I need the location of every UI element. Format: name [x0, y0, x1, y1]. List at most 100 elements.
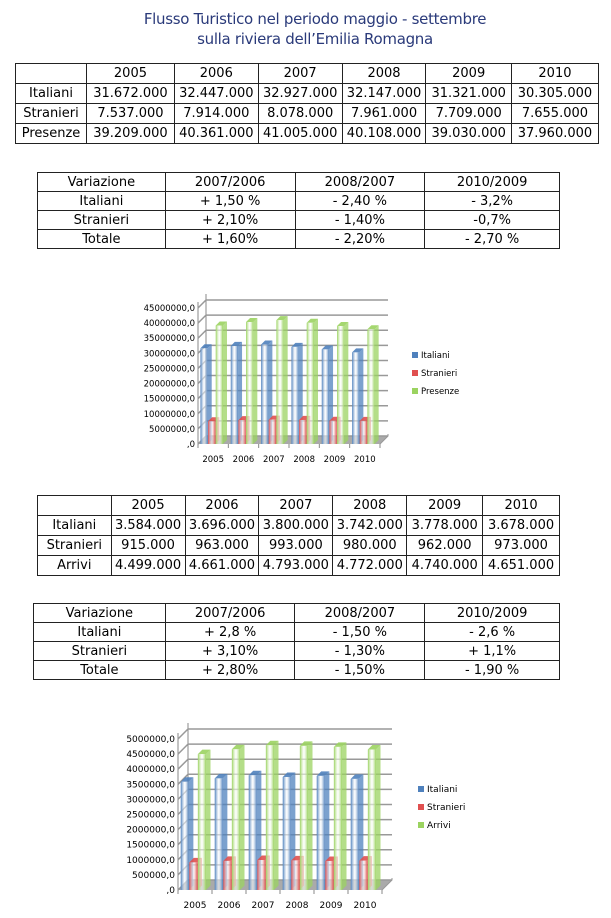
table-cell: + 1,50 %	[164, 191, 296, 211]
legend-swatch-italiani	[412, 352, 418, 358]
x-tick-label: 2005	[202, 455, 224, 465]
y-tick-label: 5000000,0	[126, 735, 175, 745]
y-tick-label: 15000000,0	[144, 395, 195, 405]
column-header: 2007	[257, 63, 343, 84]
row-label: Stranieri	[33, 641, 166, 661]
legend-swatch-stranieri	[412, 370, 418, 376]
table-cell: 4.651.000	[482, 555, 560, 576]
table-cell: - 1,40%	[294, 210, 426, 230]
legend-label: Arrivi	[427, 821, 451, 831]
legend-label: Stranieri	[421, 369, 457, 379]
table-cell: 40.361.000	[173, 123, 259, 144]
y-tick-label: 20000000,0	[144, 380, 195, 390]
column-header: 2009	[425, 63, 512, 84]
table-row: Totale + 2,80% - 1,50% - 1,90 %	[33, 660, 560, 680]
bar-top	[180, 777, 194, 782]
row-label: Stranieri	[14, 103, 88, 124]
table-cell: 8.078.000	[257, 103, 343, 124]
column-header: 2010/2009	[424, 172, 560, 192]
gridline	[177, 728, 392, 740]
legend-label: Italiani	[427, 785, 457, 795]
x-tick-label: 2005	[184, 901, 207, 910]
bar-italiani-2005	[180, 781, 189, 890]
table-cell: - 1,50 %	[294, 622, 426, 642]
y-tick-label: 2500000,0	[126, 811, 175, 821]
bar-top	[230, 341, 243, 346]
table-cell: 962.000	[406, 535, 484, 556]
table-cell: 3.584.000	[110, 515, 186, 536]
column-header: 2008/2007	[294, 172, 426, 192]
legend-swatch-stranieri	[418, 804, 424, 810]
presenze-table: 2005 2006 2007 2008 2009 2010 Italiani 31.672.0…	[14, 63, 600, 144]
y-tick-label: 500000,0	[132, 871, 175, 881]
bar-top	[261, 340, 273, 345]
y-tick-label: ,0	[166, 886, 175, 896]
header-row: 2005 2006 2007 2008 2009 2010	[14, 63, 600, 84]
bar-side	[308, 741, 313, 890]
column-header: 2009	[406, 495, 484, 516]
table-row: Stranieri + 2,10% - 1,40% -0,7%	[37, 210, 560, 230]
bar-top	[367, 325, 379, 330]
table-cell: 4.793.000	[258, 555, 334, 576]
table-cell: 31.321.000	[425, 83, 512, 104]
table-cell: + 2,10%	[164, 210, 296, 230]
gridline	[197, 299, 388, 309]
bar-side	[344, 322, 349, 444]
table-row: Italiani + 1,50 % - 2,40 % - 3,2%	[37, 191, 560, 211]
table-cell: 3.800.000	[258, 515, 334, 536]
y-tick-label: 4500000,0	[126, 750, 175, 760]
bar-top	[276, 316, 288, 321]
y-tick-label: 35000000,0	[144, 334, 195, 344]
bar-stranieri-2010	[359, 860, 368, 890]
table-cell: 4.772.000	[332, 555, 408, 576]
y-tick-label: ,0	[187, 440, 195, 450]
column-header: 2007	[258, 495, 334, 516]
legend-label: Italiani	[421, 351, 450, 361]
column-header	[14, 63, 88, 84]
bar-stranieri-2008	[291, 860, 300, 890]
table-row: Italiani 3.584.000 3.696.000 3.800.000 3.742…	[37, 515, 560, 536]
table-row: Italiani 31.672.000 32.447.000 32.927.000 32…	[14, 83, 600, 104]
column-header	[37, 495, 112, 516]
table-cell: - 2,40 %	[294, 191, 426, 211]
bar-top	[333, 742, 347, 747]
bar-arrivi-2009	[333, 746, 343, 890]
bar-italiani-2009	[316, 775, 325, 890]
bar-stranieri-2007	[268, 419, 277, 444]
row-label: Italiani	[37, 191, 166, 211]
bar-arrivi-2005	[197, 754, 207, 890]
x-tick-label: 2009	[324, 455, 346, 465]
y-tick-label: 1000000,0	[126, 856, 175, 866]
bar-top	[367, 745, 381, 750]
table-cell: 993.000	[258, 535, 334, 556]
bar-top	[246, 318, 258, 323]
table-cell: - 2,6 %	[424, 622, 560, 642]
header-row: 2005 2006 2007 2008 2009 2010	[37, 495, 560, 516]
bar-arrivi-2006	[231, 749, 241, 890]
x-tick-label: 2010	[354, 455, 376, 465]
bar-side	[240, 744, 245, 890]
table-cell: 41.005.000	[257, 123, 343, 144]
column-header: 2006	[184, 495, 260, 516]
row-label: Italiani	[33, 622, 166, 642]
bar-top	[316, 771, 330, 776]
table-cell: 980.000	[332, 535, 408, 556]
x-tick-label: 2006	[218, 901, 241, 910]
x-tick-label: 2008	[286, 901, 309, 910]
table-row: Italiani + 2,8 % - 1,50 % - 2,6 %	[33, 622, 560, 642]
table-cell: 4.661.000	[184, 555, 260, 576]
presenze-chart: ,0 5000000,0 10000000,0 15000000,0 20000000,…	[144, 294, 459, 465]
bar-top	[215, 321, 227, 326]
bar-stranieri-2006	[223, 860, 232, 890]
bar-top	[200, 344, 212, 349]
row-label: Italiani	[37, 515, 112, 536]
bar-italiani-2007	[248, 775, 257, 890]
table-cell: + 2,8 %	[164, 622, 296, 642]
table-row: Stranieri 7.537.000 7.914.000 8.078.000 7.96…	[14, 103, 600, 124]
table-cell: + 1,60%	[164, 229, 296, 249]
table-cell: 31.672.000	[86, 83, 175, 104]
gridline	[177, 758, 392, 770]
gridline	[197, 329, 388, 339]
table-row: Presenze 39.209.000 40.361.000 41.005.000 40…	[14, 123, 600, 144]
bar-presenze-2005	[215, 325, 223, 444]
